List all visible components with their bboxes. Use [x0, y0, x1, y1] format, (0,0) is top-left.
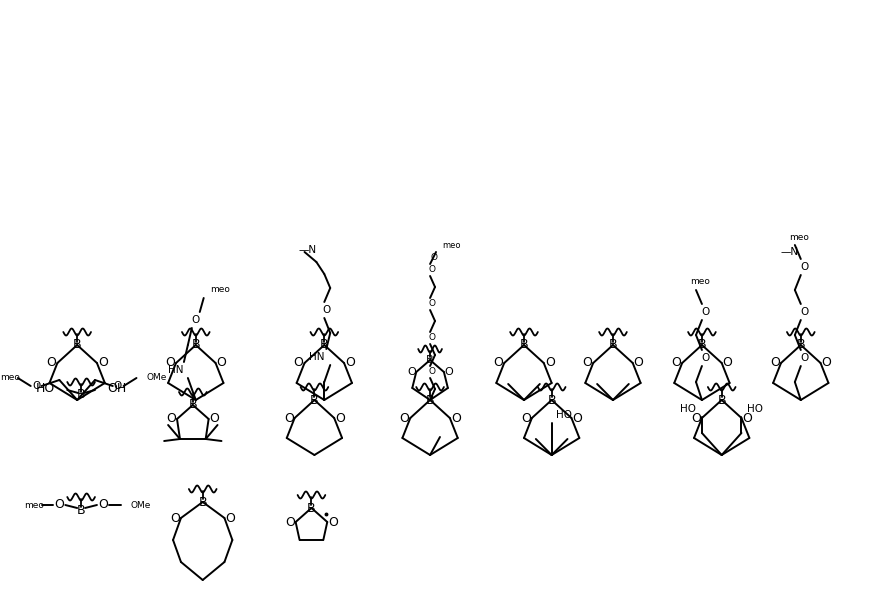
Text: OH: OH [107, 383, 126, 395]
Text: O: O [691, 412, 701, 425]
Text: O: O [335, 412, 345, 425]
Text: O: O [444, 367, 454, 377]
Text: B: B [307, 501, 315, 515]
Text: B: B [718, 394, 726, 407]
Text: B: B [191, 338, 200, 352]
Text: O: O [545, 356, 554, 370]
Text: OMe: OMe [130, 501, 151, 510]
Text: HO: HO [36, 383, 56, 395]
Text: O: O [285, 516, 295, 528]
Text: O: O [723, 356, 733, 370]
Text: meo: meo [0, 374, 20, 383]
Text: O: O [407, 367, 415, 377]
Text: O: O [192, 315, 200, 325]
Text: B: B [427, 355, 434, 365]
Text: O: O [671, 356, 681, 370]
Text: B: B [310, 394, 319, 407]
Text: O: O [582, 356, 592, 370]
Text: O: O [114, 381, 122, 391]
Text: O: O [521, 412, 531, 425]
Text: O: O [634, 356, 644, 370]
Text: O: O [821, 356, 832, 370]
Text: HO: HO [555, 410, 572, 420]
Text: meo: meo [690, 277, 710, 286]
Text: O: O [428, 368, 435, 377]
Text: O: O [328, 516, 338, 528]
Text: B: B [198, 495, 207, 509]
Text: O: O [98, 356, 108, 370]
Text: O: O [322, 305, 330, 315]
Text: meo: meo [789, 232, 809, 241]
Text: O: O [209, 413, 220, 425]
Text: O: O [428, 334, 435, 343]
Text: O: O [47, 356, 56, 370]
Text: meo: meo [209, 286, 229, 295]
Text: O: O [702, 307, 710, 317]
Text: B: B [76, 389, 85, 401]
Text: O: O [166, 413, 176, 425]
Text: O: O [165, 356, 175, 370]
Text: O: O [225, 512, 235, 525]
Text: B: B [797, 338, 805, 352]
Text: B: B [608, 338, 617, 352]
Text: HO: HO [747, 404, 763, 414]
Text: B: B [320, 338, 328, 352]
Text: O: O [170, 512, 180, 525]
Text: B: B [189, 398, 197, 412]
Text: O: O [294, 356, 303, 370]
Text: O: O [400, 412, 409, 425]
Text: O: O [216, 356, 227, 370]
Text: O: O [32, 381, 41, 391]
Text: —N: —N [298, 245, 316, 255]
Text: O: O [55, 498, 64, 510]
Text: O: O [451, 412, 461, 425]
Text: O: O [428, 265, 435, 274]
Text: B: B [426, 394, 434, 407]
Text: meo: meo [23, 501, 43, 510]
Text: B: B [520, 338, 528, 352]
Text: O: O [98, 498, 108, 510]
Text: O: O [800, 307, 809, 317]
Text: OMe: OMe [146, 374, 167, 383]
Text: O: O [430, 253, 437, 262]
Text: HO: HO [680, 404, 696, 414]
Text: B: B [76, 504, 85, 516]
Text: O: O [800, 262, 809, 272]
Text: meo: meo [442, 241, 461, 250]
Text: B: B [73, 338, 82, 352]
Text: O: O [800, 353, 809, 363]
Text: O: O [702, 353, 710, 363]
Text: HN: HN [308, 352, 324, 362]
Text: O: O [428, 300, 435, 308]
Text: O: O [742, 412, 753, 425]
Text: O: O [284, 412, 294, 425]
Text: O: O [770, 356, 780, 370]
Text: O: O [494, 356, 503, 370]
Text: HN: HN [169, 365, 183, 375]
Text: O: O [573, 412, 582, 425]
Text: —N: —N [780, 247, 799, 257]
Text: B: B [698, 338, 706, 352]
Text: O: O [345, 356, 355, 370]
Text: B: B [547, 394, 556, 407]
